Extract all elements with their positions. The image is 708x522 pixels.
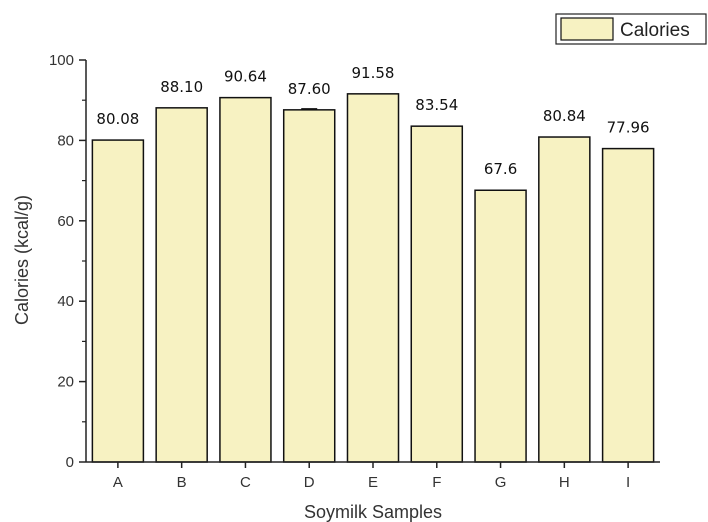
x-tick-label: H [559, 474, 570, 491]
bar-c [219, 96, 272, 463]
x-tick-label: A [113, 474, 123, 491]
x-ticks: A B C D E F G H I [113, 462, 630, 491]
bar-d [282, 109, 336, 463]
x-tick-label: D [304, 474, 315, 491]
bars [91, 93, 655, 463]
y-ticks: 0 20 40 60 80 100 [49, 52, 86, 471]
y-tick-label: 20 [57, 374, 74, 391]
x-tick-label: B [177, 474, 187, 491]
y-tick-label: 80 [57, 132, 74, 149]
data-label-i: 77.96 [607, 119, 650, 137]
bar-g [474, 189, 527, 463]
legend-label: Calories [620, 20, 690, 41]
y-tick-label: 100 [49, 52, 74, 69]
data-label-d: 87.60 [288, 80, 331, 98]
x-tick-label: I [626, 474, 630, 491]
x-tick-label: G [495, 474, 507, 491]
y-axis-title: Calories (kcal/g) [12, 195, 32, 325]
bar-i [601, 147, 655, 463]
bar-h [538, 136, 591, 463]
data-label-c: 90.64 [224, 68, 267, 86]
x-axis-title: Soymilk Samples [304, 502, 442, 522]
y-tick-label: 0 [66, 454, 74, 471]
data-label-a: 80.08 [96, 110, 139, 128]
data-label-f: 83.54 [415, 96, 458, 114]
bar-f [410, 125, 464, 463]
x-tick-label: C [240, 474, 251, 491]
legend-swatch [560, 17, 614, 41]
data-label-g: 67.6 [484, 160, 517, 178]
bar-b [155, 107, 208, 463]
bar-e [346, 93, 400, 463]
x-tick-label: E [368, 474, 378, 491]
data-label-h: 80.84 [543, 107, 586, 125]
legend: Calories [555, 13, 707, 45]
x-tick-label: F [432, 474, 441, 491]
data-label-e: 91.58 [352, 64, 395, 82]
bar-a [91, 139, 145, 463]
y-tick-label: 40 [57, 293, 74, 310]
y-tick-label: 60 [57, 213, 74, 230]
data-label-b: 88.10 [160, 78, 203, 96]
data-labels: 80.08 88.10 90.64 87.60 91.58 83.54 67.6 80.84 7… [96, 64, 649, 178]
